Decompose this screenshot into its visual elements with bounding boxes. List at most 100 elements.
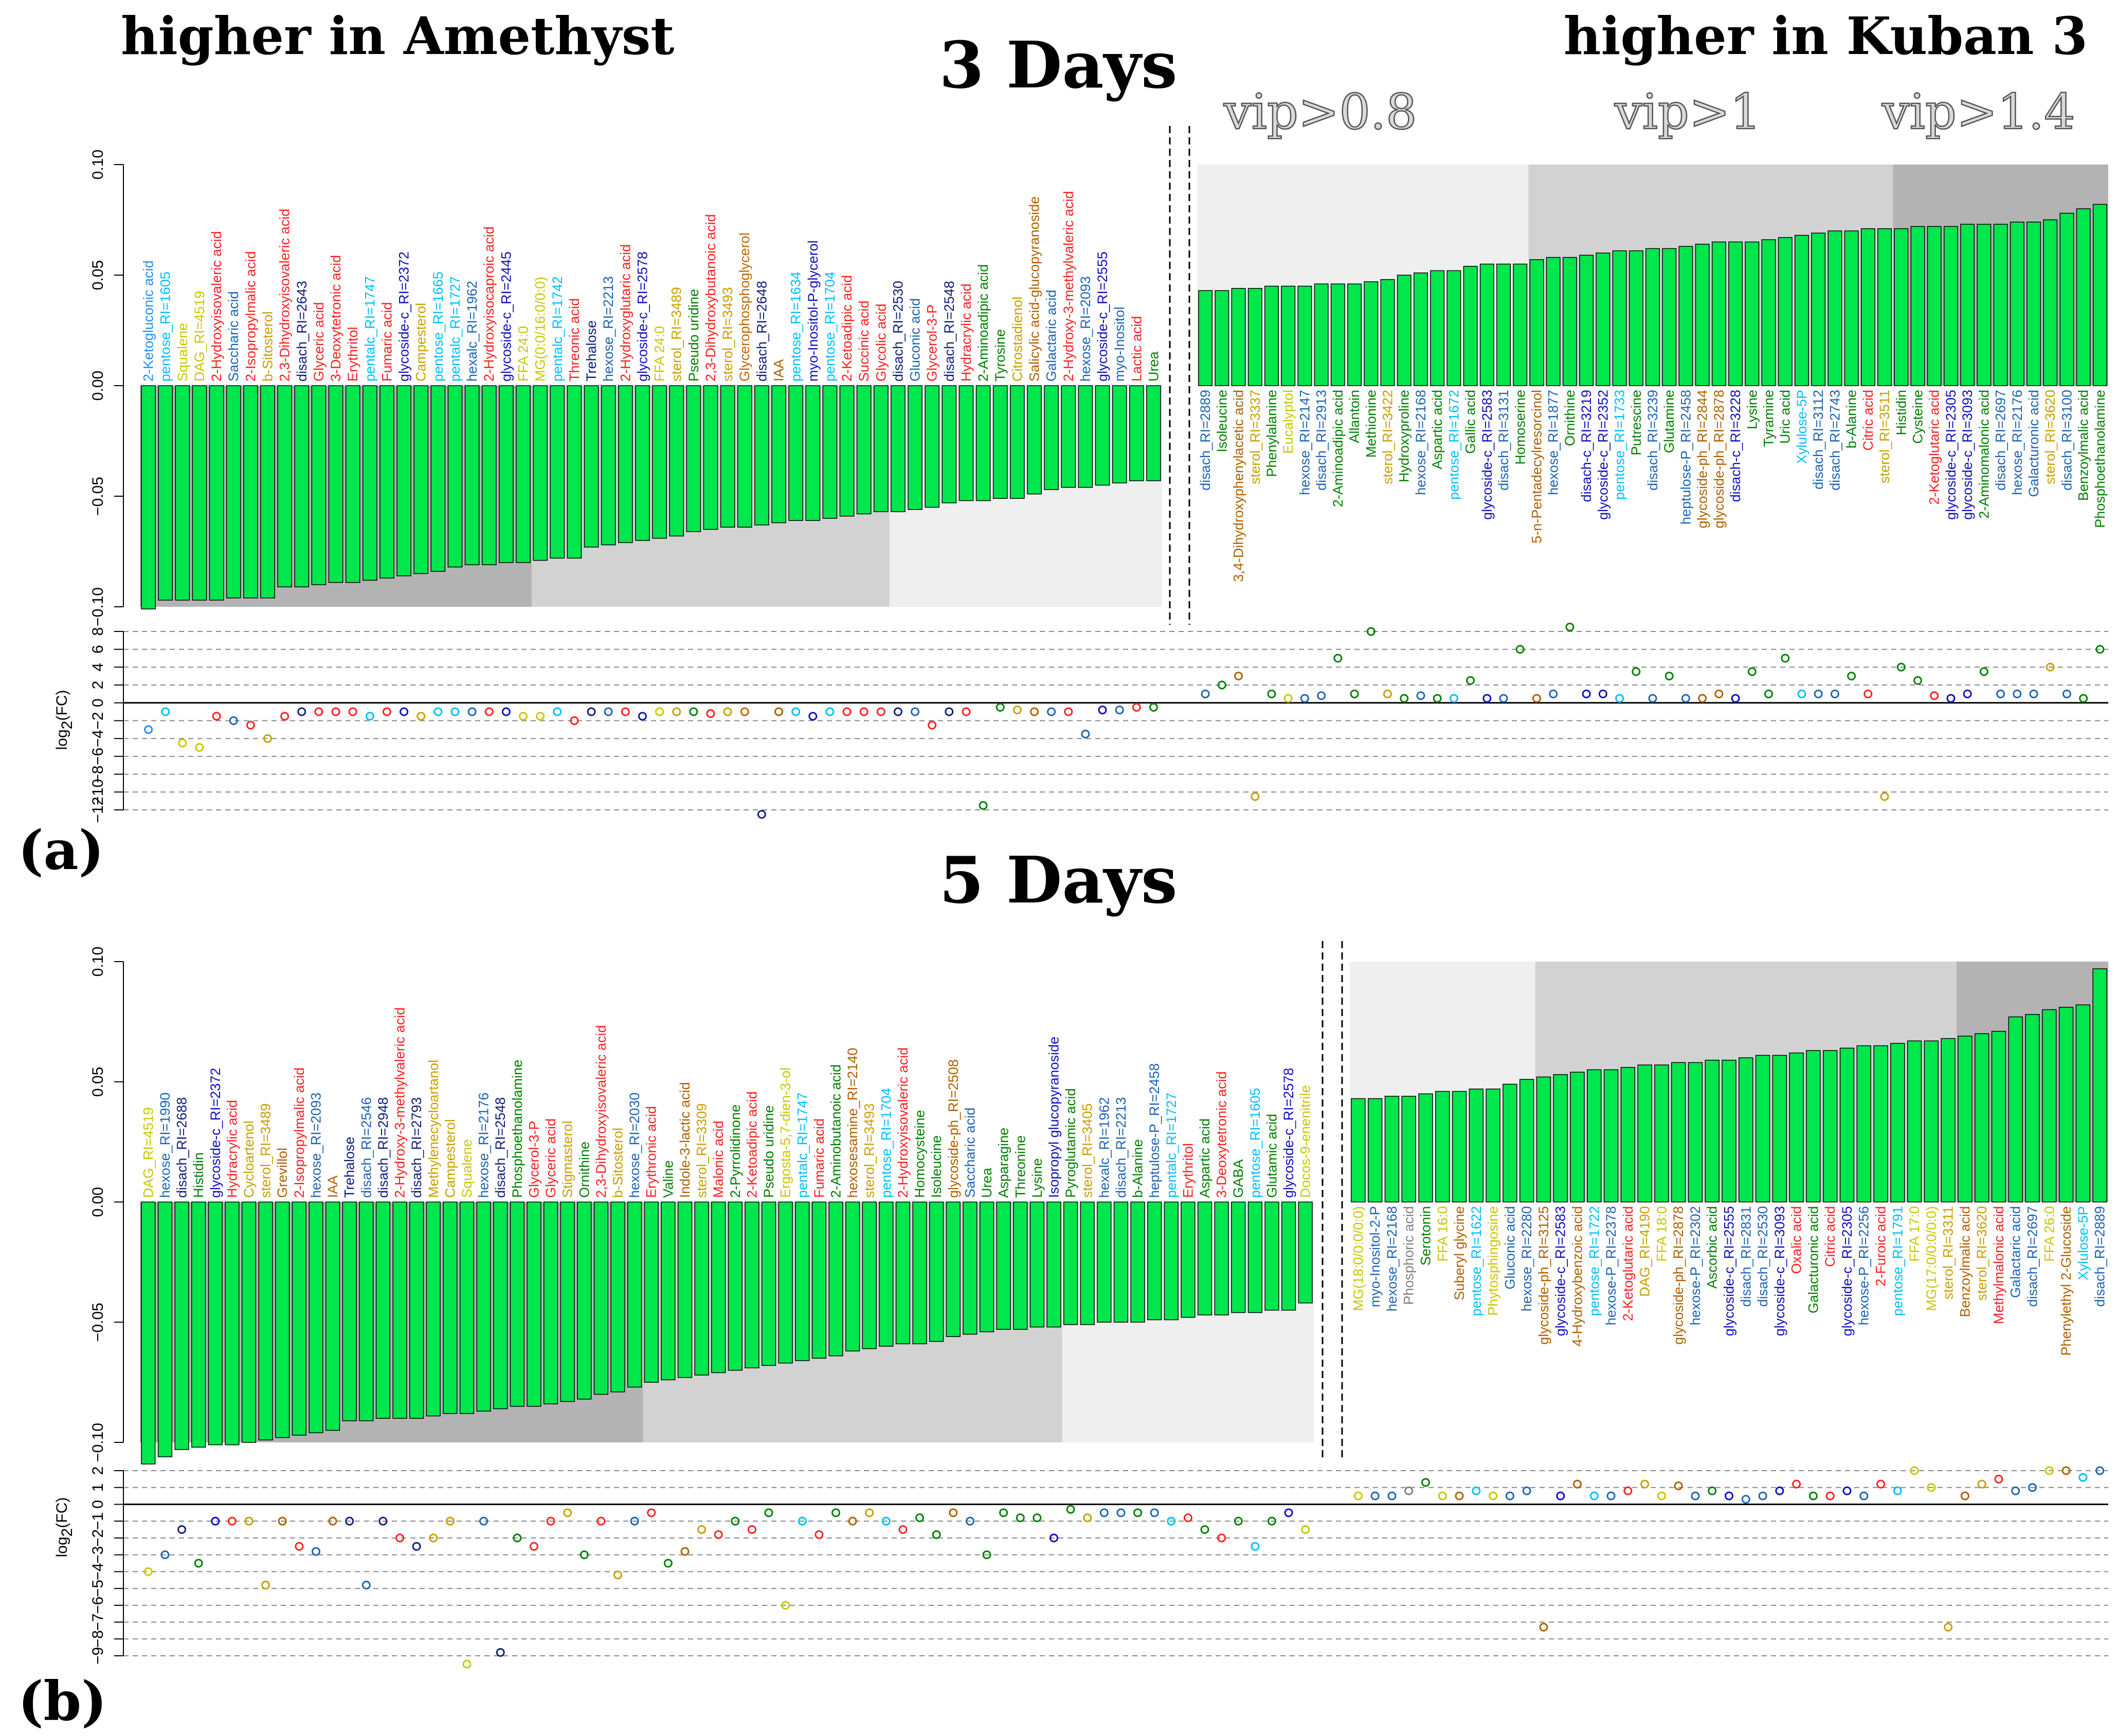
fc-point-pos xyxy=(1698,694,1707,703)
category-label-neg: Succinic acid xyxy=(856,300,872,382)
category-label-neg: Aspartic acid xyxy=(1197,1118,1213,1198)
fc-point-pos xyxy=(1847,672,1856,681)
category-label-pos: b-Alanine xyxy=(1844,390,1859,448)
bar-neg xyxy=(1231,1201,1246,1313)
fc-point-neg xyxy=(596,1516,606,1526)
fc-point-neg xyxy=(714,1530,723,1539)
fc-point-neg xyxy=(400,707,409,716)
fc-point-neg xyxy=(484,707,494,716)
category-label-neg: Hydracrylic acid xyxy=(958,283,974,382)
bar-neg xyxy=(260,385,275,599)
fc-point-pos xyxy=(1863,689,1873,698)
fc-point-neg xyxy=(496,1648,505,1657)
fc-point-neg xyxy=(747,1525,756,1534)
category-label-pos: 2-Aminoadipic acid xyxy=(1330,390,1346,507)
bar-neg xyxy=(560,1201,575,1402)
bar-neg xyxy=(912,1201,927,1345)
fc-point-pos xyxy=(1876,1479,1885,1489)
category-label-pos: disach_RI=3100 xyxy=(2059,390,2074,491)
fc-point-neg xyxy=(445,1516,455,1526)
fc-tick-label: −9 xyxy=(89,1647,106,1665)
fc-point-neg xyxy=(519,712,528,721)
fc-point-neg xyxy=(382,707,391,716)
fc-point-neg xyxy=(211,1516,220,1526)
fc-point-pos xyxy=(1977,1479,1986,1489)
fc-point-pos xyxy=(1353,1491,1363,1500)
bar-neg xyxy=(533,385,548,561)
bar-pos xyxy=(1645,248,1660,386)
fc-point-neg xyxy=(663,1559,673,1568)
category-label-neg: b-Sitosterol xyxy=(260,311,276,382)
bar-pos xyxy=(1739,1057,1753,1203)
fc-point-pos xyxy=(1927,1483,1936,1492)
fc-point-pos xyxy=(1421,1478,1430,1487)
fc-tick-label: −10 xyxy=(89,779,106,805)
fc-point-neg xyxy=(697,1525,707,1534)
bar-neg xyxy=(811,1201,827,1359)
panel-a-log2fc-strip: 8 6 4 2 0 −2−4−6−8−10−12 xyxy=(89,622,2108,823)
fc-tick-label: −4 xyxy=(89,1563,106,1580)
fc-point-pos xyxy=(1383,689,1392,698)
fc-point-neg xyxy=(331,707,340,716)
fc-point-neg xyxy=(825,707,835,716)
bar-neg xyxy=(661,1201,676,1381)
category-label-pos: glycoside-ph_RI=2844 xyxy=(1695,390,1710,528)
category-label-neg: Salicylic acid-glucopyranoside xyxy=(1027,196,1042,382)
fc-point-pos xyxy=(1234,672,1243,681)
fc-point-neg xyxy=(723,707,732,716)
fc-point-neg xyxy=(630,1516,639,1526)
bar-pos xyxy=(2075,1004,2091,1203)
bar-neg xyxy=(862,1201,877,1349)
bar-pos xyxy=(1486,1089,1500,1203)
fc-point-pos xyxy=(1466,676,1475,685)
bar-neg xyxy=(175,385,190,601)
fc-point-neg xyxy=(178,738,187,748)
panel-a-label: (a) xyxy=(18,818,104,882)
bar-neg xyxy=(550,385,565,559)
category-label-pos: hexose-P_RI=2302 xyxy=(1688,1206,1703,1326)
category-label-neg: pentalc_RI=1727 xyxy=(1164,1093,1179,1198)
category-label-neg: hexose_RI=2176 xyxy=(476,1093,492,1198)
category-label-neg: Indole-3-lactic acid xyxy=(677,1082,693,1198)
category-label-neg: Trehalose xyxy=(342,1136,357,1198)
fc-point-neg xyxy=(261,1581,270,1590)
category-label-pos: disach_RI=2697 xyxy=(1993,390,2009,491)
bar-neg xyxy=(493,1201,508,1409)
category-label-neg: Trehalose xyxy=(584,320,599,382)
category-label-pos: sterol_RI=3311 xyxy=(1941,1206,1956,1300)
shade-neg-dark xyxy=(140,1202,643,1442)
fc-point-neg xyxy=(757,810,766,819)
fc-point-neg xyxy=(791,707,801,716)
fc-point-pos xyxy=(1681,694,1690,703)
category-label-neg: disach_RI=2643 xyxy=(294,281,310,382)
bar-pos xyxy=(1822,1050,1838,1203)
fc-point-neg xyxy=(1116,1508,1126,1517)
bar-neg xyxy=(879,1201,894,1347)
bar-neg xyxy=(652,385,667,539)
fc-point-pos xyxy=(1606,1491,1616,1500)
bar-pos xyxy=(1960,224,1975,386)
bar-neg xyxy=(527,1201,541,1407)
bar-neg xyxy=(761,1201,776,1366)
bar-neg xyxy=(157,1201,173,1457)
fc-point-neg xyxy=(1183,1513,1192,1523)
bar-pos xyxy=(2059,212,2074,386)
bar-neg xyxy=(309,1201,323,1434)
category-label-neg: 2-Isopropylmalic acid xyxy=(292,1068,307,1198)
category-label-pos: Xylulose-5P xyxy=(1794,390,1810,464)
fc-point-pos xyxy=(1814,689,1823,698)
category-label-pos: DAG_RI=4190 xyxy=(1637,1206,1653,1297)
fc-point-pos xyxy=(1859,1491,1869,1500)
bar-neg xyxy=(771,385,786,523)
category-label-pos: 2-Aminomalonic acid xyxy=(1976,390,1992,519)
fc-point-pos xyxy=(1404,1486,1414,1495)
category-label-neg: 2-Ketoadipic acid xyxy=(744,1091,759,1198)
fc-point-pos xyxy=(2029,689,2038,698)
category-label-neg: 2-Hydroxyisocaproic acid xyxy=(481,226,497,382)
fc-point-neg xyxy=(1064,707,1073,716)
bar-neg xyxy=(669,385,684,537)
fc-point-neg xyxy=(815,1530,824,1539)
category-label-neg: Saccharic acid xyxy=(962,1108,978,1198)
fc-point-neg xyxy=(740,707,749,716)
